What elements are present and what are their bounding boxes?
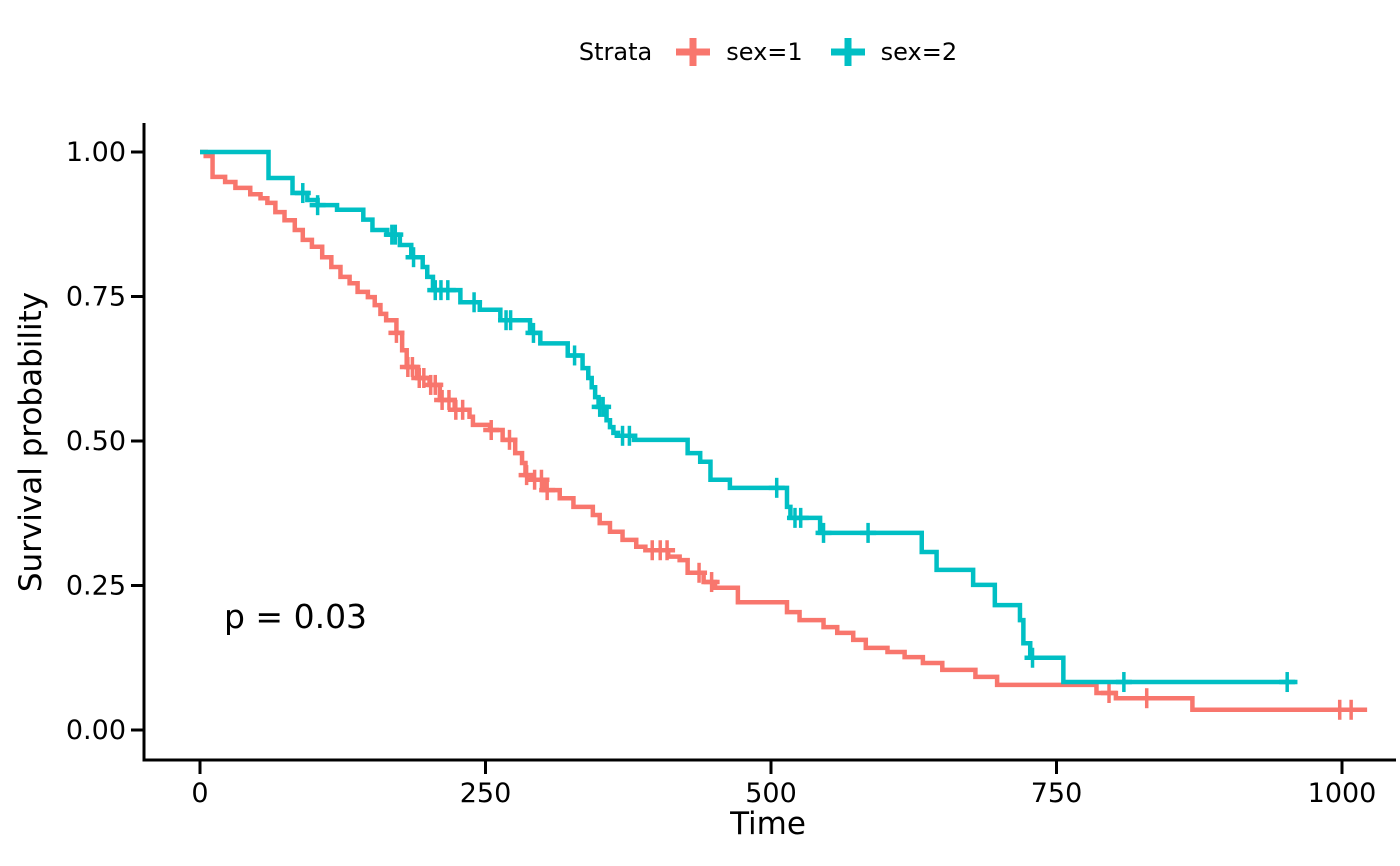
svg-text:0.00: 0.00	[66, 715, 126, 746]
legend-item-sex2: sex=2	[829, 35, 957, 69]
legend: Strata sex=1 sex=2	[144, 30, 1392, 74]
legend-label-sex1: sex=1	[726, 38, 803, 66]
y-axis-title: Survival probability	[13, 291, 49, 593]
svg-text:0.75: 0.75	[66, 282, 126, 313]
svg-text:0: 0	[191, 778, 208, 809]
plus-icon	[830, 38, 865, 66]
legend-title: Strata	[578, 38, 653, 66]
svg-text:1000: 1000	[1308, 778, 1377, 809]
legend-label-sex2: sex=2	[880, 38, 958, 66]
svg-text:0.50: 0.50	[66, 426, 126, 457]
svg-text:0.25: 0.25	[66, 571, 126, 602]
svg-text:750: 750	[1031, 778, 1083, 809]
p-value-annotation: p = 0.03	[224, 597, 368, 636]
x-axis-title: Time	[730, 806, 806, 842]
svg-text:1.00: 1.00	[66, 137, 126, 168]
svg-text:500: 500	[745, 778, 797, 809]
plus-icon	[676, 38, 711, 66]
svg-text:250: 250	[460, 778, 512, 809]
legend-item-sex1: sex=1	[674, 35, 803, 69]
